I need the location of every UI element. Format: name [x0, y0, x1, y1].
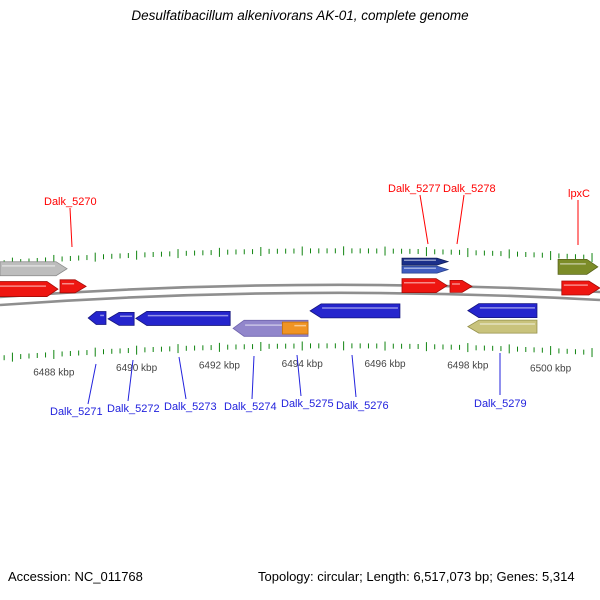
topology-text: Topology: circular; Length: 6,517,073 bp… [258, 569, 575, 584]
axis-tick-label: 6488 kbp [33, 367, 75, 378]
feature-Dalk_5276[interactable] [309, 303, 401, 319]
axis-tick-label: 6490 kbp [116, 363, 158, 374]
gene-label-Dalk_5272[interactable]: Dalk_5272 [107, 403, 160, 415]
feature-Dalk_5271[interactable] [87, 311, 107, 325]
label-leader-line [178, 356, 187, 400]
feature-Dalk_5275[interactable] [281, 321, 309, 335]
axis-tick-label: 6496 kbp [364, 359, 406, 370]
label-leader-line [419, 194, 429, 245]
feature-Dalk_5279[interactable] [467, 303, 538, 319]
gene-label-Dalk_5270[interactable]: Dalk_5270 [44, 196, 97, 208]
feature-Dalk_5272[interactable] [107, 311, 135, 326]
axis-tick-label: 6494 kbp [282, 359, 324, 370]
label-leader-line [251, 355, 255, 400]
feature-red-gene-mid[interactable] [401, 278, 448, 293]
feature-Dalk_5270[interactable] [0, 261, 68, 277]
label-leader-line [127, 359, 134, 402]
label-leader-line [296, 354, 302, 397]
feature-Dalk_5278[interactable] [449, 279, 473, 293]
gene-label-Dalk_5277[interactable]: Dalk_5277 [388, 183, 441, 195]
footer: Accession: NC_011768 Topology: circular;… [0, 569, 600, 589]
label-leader-line [87, 363, 97, 405]
feature-Dalk_5279-alt[interactable] [467, 319, 538, 334]
axis-tick-label: 6498 kbp [447, 361, 489, 372]
axis-tick-label: 6500 kbp [530, 364, 572, 375]
figure-title: Desulfatibacillum alkenivorans AK-01, co… [131, 8, 469, 23]
label-leader-line [456, 194, 465, 245]
gene-label-Dalk_5279[interactable]: Dalk_5279 [474, 398, 527, 410]
feature-Dalk_5277-gene[interactable] [401, 257, 450, 266]
gene-label-lpxC[interactable]: lpxC [568, 188, 590, 200]
gene-label-Dalk_5273[interactable]: Dalk_5273 [164, 401, 217, 413]
label-leader-line [351, 354, 357, 398]
gene-label-Dalk_5278[interactable]: Dalk_5278 [443, 183, 496, 195]
feature-Dalk_5277-cds[interactable] [401, 265, 450, 274]
gene-label-Dalk_5276[interactable]: Dalk_5276 [336, 400, 389, 412]
genome-backbone-upper [0, 283, 600, 299]
feature-red-gene-left-1[interactable] [0, 281, 59, 297]
axis-tick-label: 6492 kbp [199, 360, 241, 371]
accession-text: Accession: NC_011768 [8, 569, 143, 584]
feature-Dalk_5273[interactable] [135, 311, 231, 326]
gene-label-Dalk_5274[interactable]: Dalk_5274 [224, 401, 277, 413]
gene-label-Dalk_5275[interactable]: Dalk_5275 [281, 398, 334, 410]
label-leader-line [69, 207, 73, 248]
gene-label-Dalk_5271[interactable]: Dalk_5271 [50, 406, 103, 418]
genome-backbone-lower [0, 291, 600, 307]
